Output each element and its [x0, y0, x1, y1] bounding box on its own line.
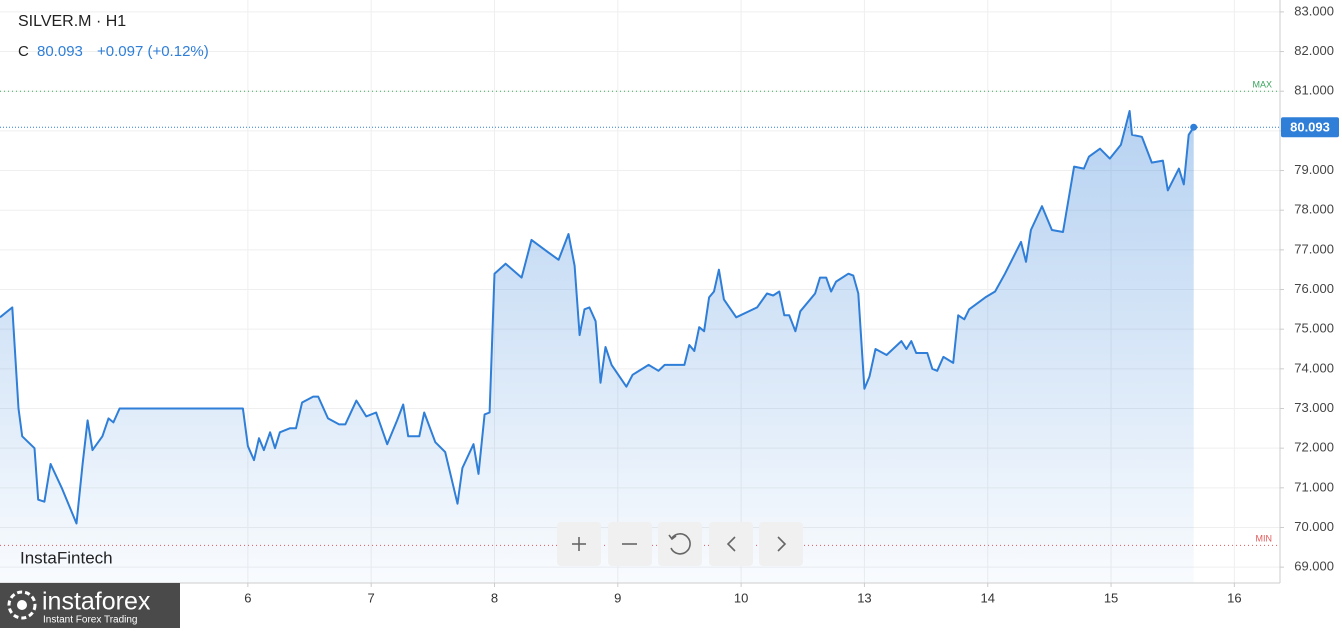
reset-button[interactable] — [658, 522, 702, 566]
x-tick-label: 6 — [244, 590, 251, 605]
brand-name: instaforex — [42, 588, 151, 616]
plot: MAX MIN — [0, 80, 1280, 583]
y-tick-label: 75.000 — [1294, 321, 1334, 336]
y-tick-label: 74.000 — [1294, 360, 1334, 375]
min-line-label: MIN — [1256, 534, 1273, 544]
zoom-out-button[interactable] — [608, 522, 652, 566]
close-tag-label: 80.093 — [1290, 120, 1330, 135]
x-tick-label: 8 — [491, 590, 498, 605]
y-tick-label: 81.000 — [1294, 83, 1334, 98]
brand-logo: instaforex Instant Forex Trading — [0, 583, 180, 628]
x-tick-label: 13 — [857, 590, 871, 605]
close-label: C — [18, 43, 29, 60]
max-line-label: MAX — [1252, 80, 1272, 90]
zoom-in-button[interactable] — [557, 522, 601, 566]
watermark: InstaFintech — [20, 548, 113, 567]
change: +0.097 (+0.12%) — [97, 43, 209, 60]
x-tick-label: 7 — [368, 590, 375, 605]
y-tick-label: 79.000 — [1294, 162, 1334, 177]
toolbar — [557, 522, 803, 566]
x-tick-label: 15 — [1104, 590, 1118, 605]
close-value: 80.093 — [37, 43, 83, 60]
y-tick-label: 82.000 — [1294, 43, 1334, 58]
x-tick-label: 16 — [1227, 590, 1241, 605]
y-tick-label: 78.000 — [1294, 202, 1334, 217]
y-tick-label: 83.000 — [1294, 3, 1334, 18]
y-tick-label: 77.000 — [1294, 241, 1334, 256]
y-tick-label: 73.000 — [1294, 400, 1334, 415]
scroll-left-button[interactable] — [709, 522, 753, 566]
x-tick-label: 9 — [614, 590, 621, 605]
logo-icon — [7, 590, 37, 620]
axes: 69.000 70.000 71.000 72.000 73.000 74.000 75.0… — [244, 3, 1339, 605]
y-tick-label: 71.000 — [1294, 479, 1334, 494]
scroll-right-button[interactable] — [759, 522, 803, 566]
y-tick-label: 70.000 — [1294, 519, 1334, 534]
logo-icon-core — [17, 600, 27, 610]
close-tag — [1281, 117, 1339, 138]
x-tick-label: 14 — [981, 590, 995, 605]
y-tick-label: 72.000 — [1294, 440, 1334, 455]
x-tick-label: 10 — [734, 590, 748, 605]
y-tick-label: 69.000 — [1294, 559, 1334, 574]
price-line — [0, 110, 1195, 525]
logo-background — [0, 583, 180, 628]
chart-title: SILVER.M · H1 — [18, 13, 126, 30]
y-tick-label: 76.000 — [1294, 281, 1334, 296]
last-point — [1190, 123, 1198, 131]
brand-tagline: Instant Forex Trading — [43, 615, 138, 626]
